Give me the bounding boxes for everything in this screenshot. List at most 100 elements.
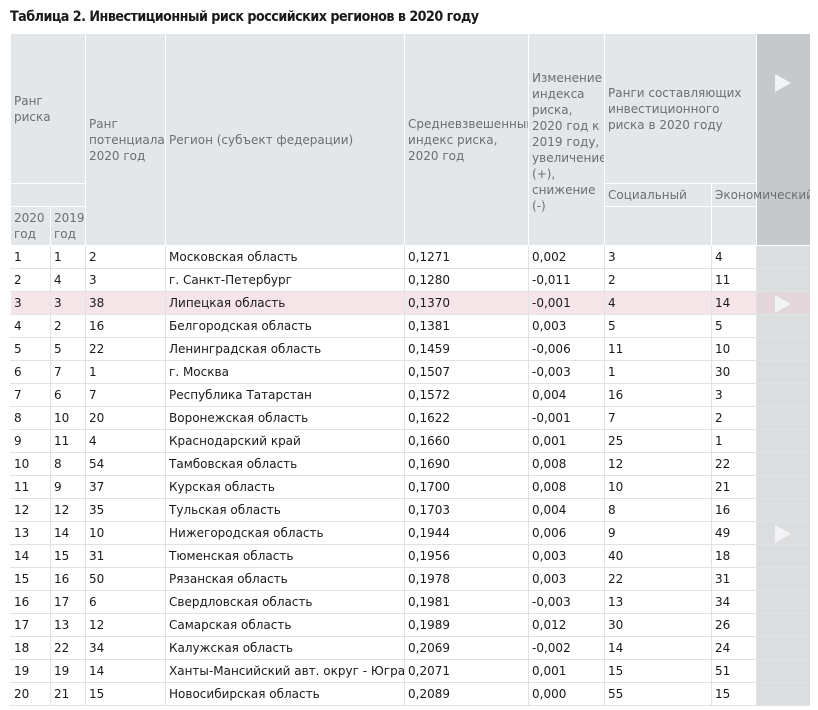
nav-column-header[interactable]	[756, 33, 810, 246]
economic-rank-cell: 30	[711, 360, 758, 384]
rank-2020-cell: 3	[10, 291, 51, 315]
rank-potential-cell: 10	[85, 521, 167, 545]
header-rank-potential: Ранг потенциала, 2020 год	[85, 33, 167, 246]
nav-column-cell[interactable]	[756, 521, 810, 545]
nav-column-cell[interactable]	[756, 268, 810, 292]
play-triangle-icon[interactable]	[775, 295, 792, 313]
rank-2019-cell: 6	[49, 383, 87, 407]
nav-column-cell[interactable]	[756, 636, 810, 660]
table-row: 13 14 10 Нижегородская область 0,1944 0,006 9 4…	[10, 521, 810, 545]
economic-rank-cell: 1	[711, 429, 758, 453]
rank-2020-cell: 17	[10, 613, 51, 637]
social-rank-cell: 15	[604, 659, 713, 683]
economic-rank-cell: 22	[711, 452, 758, 476]
rank-2020-cell: 14	[10, 544, 51, 568]
weighted-index-cell: 0,1981	[404, 590, 530, 614]
economic-rank-cell: 49	[711, 521, 758, 545]
rank-2020-cell: 15	[10, 567, 51, 591]
table-container: Ранг риска Ранг потенциала, 2020 год Рег…	[10, 33, 810, 710]
header-year-2019: 2019 год	[49, 206, 87, 246]
index-change-cell: 0,003	[528, 567, 606, 591]
region-cell: Республика Татарстан	[165, 383, 406, 407]
table-row: 15 16 50 Рязанская область 0,1978 0,003 22 31	[10, 567, 810, 591]
rank-2019-cell: 4	[49, 268, 87, 292]
social-rank-cell: 12	[604, 452, 713, 476]
rank-potential-cell: 34	[85, 636, 167, 660]
index-change-cell: 0,003	[528, 544, 606, 568]
play-triangle-icon[interactable]	[775, 74, 792, 92]
table-row: 12 12 35 Тульская область 0,1703 0,004 8 16	[10, 498, 810, 522]
social-rank-cell: 7	[604, 406, 713, 430]
nav-column-cell[interactable]	[756, 682, 810, 706]
region-cell: г. Москва	[165, 360, 406, 384]
nav-column-cell[interactable]	[756, 544, 810, 568]
social-rank-cell: 22	[604, 567, 713, 591]
rank-potential-cell: 6	[85, 590, 167, 614]
nav-column-cell[interactable]	[756, 475, 810, 499]
rank-potential-cell: 50	[85, 567, 167, 591]
nav-column-cell[interactable]	[756, 383, 810, 407]
social-rank-cell: 9	[604, 521, 713, 545]
table-title: Таблица 2. Инвестиционный риск российски…	[10, 9, 479, 25]
region-cell: г. Санкт-Петербург	[165, 268, 406, 292]
social-rank-cell: 25	[604, 429, 713, 453]
header-weighted-index: Средневзвешенный индекс риска, 2020 год	[404, 33, 530, 246]
weighted-index-cell: 0,1381	[404, 314, 530, 338]
nav-column-cell[interactable]	[756, 360, 810, 384]
weighted-index-cell: 0,1989	[404, 613, 530, 637]
rank-potential-cell: 22	[85, 337, 167, 361]
region-cell: Самарская область	[165, 613, 406, 637]
index-change-cell: -0,002	[528, 636, 606, 660]
weighted-index-cell: 0,1507	[404, 360, 530, 384]
index-change-cell: 0,001	[528, 429, 606, 453]
rank-potential-cell: 31	[85, 544, 167, 568]
rank-2020-cell: 13	[10, 521, 51, 545]
table-body: 1 1 2 Московская область 0,1271 0,002 3 4 2 4 3 г. …	[10, 245, 810, 706]
rank-2020-cell: 12	[10, 498, 51, 522]
economic-rank-cell: 14	[711, 291, 758, 315]
rank-2020-cell: 16	[10, 590, 51, 614]
index-change-cell: -0,001	[528, 291, 606, 315]
social-rank-cell: 55	[604, 682, 713, 706]
weighted-index-cell: 0,1572	[404, 383, 530, 407]
social-rank-cell: 3	[604, 245, 713, 269]
nav-column-cell[interactable]	[756, 337, 810, 361]
header-rank-risk: Ранг риска	[10, 33, 87, 184]
rank-potential-cell: 38	[85, 291, 167, 315]
index-change-cell: -0,006	[528, 337, 606, 361]
nav-column-cell[interactable]	[756, 429, 810, 453]
rank-potential-cell: 1	[85, 360, 167, 384]
nav-column-cell[interactable]	[756, 567, 810, 591]
nav-column-cell[interactable]	[756, 452, 810, 476]
rank-2019-cell: 16	[49, 567, 87, 591]
rank-2020-cell: 19	[10, 659, 51, 683]
social-rank-cell: 14	[604, 636, 713, 660]
economic-rank-cell: 16	[711, 498, 758, 522]
table-row: 4 2 16 Белгородская область 0,1381 0,003 5 5	[10, 314, 810, 338]
table-row: 8 10 20 Воронежская область 0,1622 -0,001 7 2	[10, 406, 810, 430]
nav-column-cell[interactable]	[756, 498, 810, 522]
nav-column-cell[interactable]	[756, 613, 810, 637]
region-cell: Краснодарский край	[165, 429, 406, 453]
nav-column-cell[interactable]	[756, 291, 810, 315]
rank-2019-cell: 7	[49, 360, 87, 384]
region-cell: Курская область	[165, 475, 406, 499]
economic-rank-cell: 11	[711, 268, 758, 292]
header-social-spacer	[604, 206, 713, 246]
index-change-cell: 0,003	[528, 314, 606, 338]
nav-column-cell[interactable]	[756, 245, 810, 269]
play-triangle-icon[interactable]	[775, 525, 792, 543]
nav-column-cell[interactable]	[756, 406, 810, 430]
region-cell: Нижегородская область	[165, 521, 406, 545]
region-cell: Липецкая область	[165, 291, 406, 315]
nav-column-cell[interactable]	[756, 314, 810, 338]
header-region: Регион (субъект федерации)	[165, 33, 406, 246]
region-cell: Калужская область	[165, 636, 406, 660]
nav-column-cell[interactable]	[756, 659, 810, 683]
index-change-cell: 0,006	[528, 521, 606, 545]
weighted-index-cell: 0,1280	[404, 268, 530, 292]
economic-rank-cell: 3	[711, 383, 758, 407]
economic-rank-cell: 10	[711, 337, 758, 361]
table-row: 1 1 2 Московская область 0,1271 0,002 3 4	[10, 245, 810, 269]
nav-column-cell[interactable]	[756, 590, 810, 614]
